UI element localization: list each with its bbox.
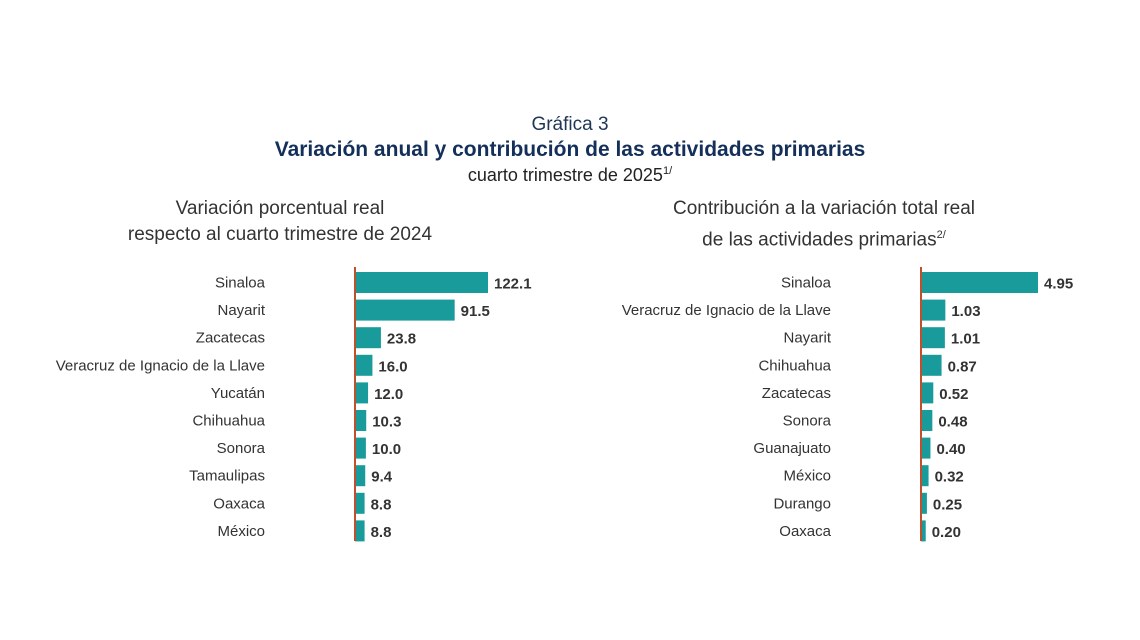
right-title-line2: de las actividades primarias2/ xyxy=(624,222,1024,253)
left-title-line2: respecto al cuarto trimestre de 2024 xyxy=(127,224,433,245)
left-category-label: Nayarit xyxy=(217,302,265,319)
left-title-line1: Variación porcentual real xyxy=(175,198,385,219)
right-category-label: Chihuahua xyxy=(758,357,831,374)
left-panel-title: Variación porcentual real respecto al cu… xyxy=(80,196,480,248)
right-bar xyxy=(921,382,934,404)
left-category-label: Chihuahua xyxy=(192,413,265,430)
left-bar xyxy=(355,410,367,431)
right-category-label: Oaxaca xyxy=(779,523,831,540)
right-category-label: Durango xyxy=(773,495,831,512)
left-bar xyxy=(355,299,455,321)
right-bar xyxy=(921,520,926,542)
right-category-label: Sinaloa xyxy=(781,275,832,292)
right-title-line1: Contribución a la variación total real xyxy=(672,198,976,219)
left-category-label: Zacatecas xyxy=(196,330,265,347)
right-category-label: Zacatecas xyxy=(762,385,831,402)
left-category-label: México xyxy=(217,523,265,540)
left-value-label: 8.8 xyxy=(371,496,392,513)
right-title-note: 2/ xyxy=(936,229,946,241)
right-bar xyxy=(921,492,927,514)
right-bar xyxy=(921,465,929,487)
right-category-label: Veracruz de Ignacio de la Llave xyxy=(622,302,831,319)
right-bar xyxy=(921,272,1038,293)
subtitle-note: 1/ xyxy=(662,165,673,177)
left-bar xyxy=(355,492,365,514)
right-value-label: 1.03 xyxy=(951,303,980,320)
chart-title: Variación anual y contribución de las ac… xyxy=(274,138,866,161)
left-value-label: 12.0 xyxy=(374,386,403,403)
right-bar xyxy=(921,410,933,431)
right-category-label: Guanajuato xyxy=(753,440,831,457)
right-value-label: 0.20 xyxy=(932,524,961,541)
left-bar xyxy=(355,272,488,293)
left-bar xyxy=(355,520,365,542)
left-value-label: 8.8 xyxy=(371,524,392,541)
right-value-label: 0.32 xyxy=(935,469,964,486)
right-panel-title: Contribución a la variación total real d… xyxy=(624,196,1024,253)
right-value-label: 4.95 xyxy=(1044,276,1073,293)
left-value-label: 91.5 xyxy=(461,303,490,320)
left-value-label: 122.1 xyxy=(494,276,532,293)
right-bar xyxy=(921,354,942,376)
subtitle-text: cuarto trimestre de 2025 xyxy=(467,165,663,185)
right-value-label: 0.40 xyxy=(936,441,965,458)
left-category-label: Sinaloa xyxy=(215,275,266,292)
left-bar xyxy=(355,327,381,349)
left-category-label: Tamaulipas xyxy=(189,468,265,485)
left-value-label: 10.3 xyxy=(372,414,401,431)
right-title-line2-text: de las actividades primarias xyxy=(702,229,937,251)
left-value-label: 23.8 xyxy=(387,331,416,348)
right-category-label: Sonora xyxy=(783,413,832,430)
left-category-label: Oaxaca xyxy=(213,495,265,512)
right-category-label: Nayarit xyxy=(783,330,831,347)
right-value-label: 0.52 xyxy=(939,386,968,403)
left-bar xyxy=(355,354,373,376)
left-category-label: Sonora xyxy=(217,440,266,457)
right-value-label: 0.87 xyxy=(948,358,977,375)
left-category-label: Yucatán xyxy=(211,385,265,402)
right-value-label: 0.25 xyxy=(933,496,962,513)
left-value-label: 9.4 xyxy=(371,469,393,486)
right-value-label: 0.48 xyxy=(938,414,967,431)
left-value-label: 16.0 xyxy=(378,358,407,375)
right-value-label: 1.01 xyxy=(951,331,980,348)
chart-subtitle: cuarto trimestre de 20251/ xyxy=(0,165,1140,186)
right-category-label: México xyxy=(783,468,831,485)
left-bar xyxy=(355,382,369,404)
left-bar xyxy=(355,437,366,459)
left-value-label: 10.0 xyxy=(372,441,401,458)
chart-kicker: Gráfica 3 xyxy=(531,114,609,135)
left-bar xyxy=(355,465,366,487)
right-bar xyxy=(921,327,945,349)
right-bar xyxy=(921,299,946,321)
left-category-label: Veracruz de Ignacio de la Llave xyxy=(56,357,265,374)
right-bar xyxy=(921,437,931,459)
